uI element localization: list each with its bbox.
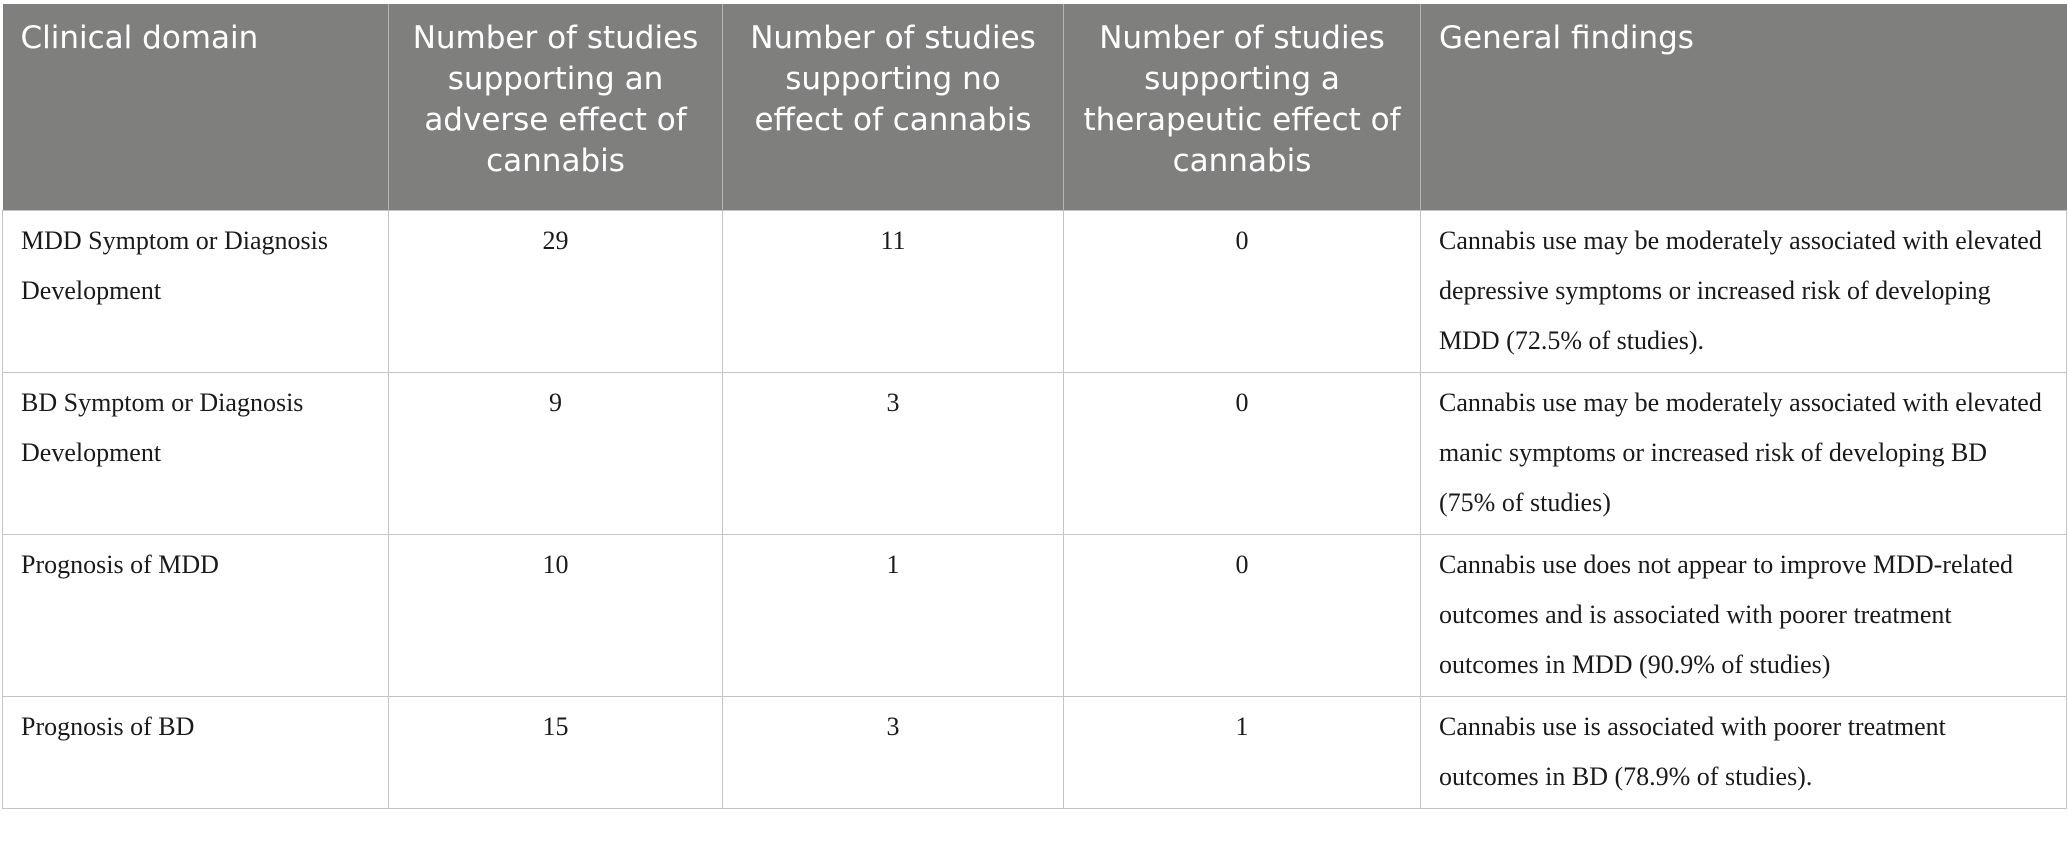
findings-table: Clinical domain Number of studies suppor… <box>2 4 2067 809</box>
cell-therapeutic-count: 0 <box>1063 533 1421 697</box>
cell-adverse-count: 10 <box>388 533 723 697</box>
header-row: Clinical domain Number of studies suppor… <box>2 4 2067 210</box>
findings-table-container: Clinical domain Number of studies suppor… <box>2 4 2067 809</box>
cell-general-findings: Cannabis use does not appear to improve … <box>1420 533 2067 697</box>
table-row: MDD Symptom or Diagnosis Development 29 … <box>2 209 2067 373</box>
header-general-findings: General findings <box>1420 4 2067 210</box>
table-row: Prognosis of BD 15 3 1 Cannabis use is a… <box>2 695 2067 809</box>
cell-adverse-count: 9 <box>388 371 723 535</box>
cell-therapeutic-count: 0 <box>1063 209 1421 373</box>
cell-clinical-domain: Prognosis of BD <box>2 695 389 809</box>
header-therapeutic-effect: Number of studies supporting a therapeut… <box>1063 4 1421 210</box>
cell-no-effect-count: 11 <box>722 209 1064 373</box>
cell-therapeutic-count: 1 <box>1063 695 1421 809</box>
cell-no-effect-count: 1 <box>722 533 1064 697</box>
header-no-effect: Number of studies supporting no effect o… <box>722 4 1064 210</box>
table-row: BD Symptom or Diagnosis Development 9 3 … <box>2 371 2067 535</box>
header-clinical-domain: Clinical domain <box>2 4 389 210</box>
cell-clinical-domain: MDD Symptom or Diagnosis Development <box>2 209 389 373</box>
table-header: Clinical domain Number of studies suppor… <box>2 4 2067 210</box>
cell-no-effect-count: 3 <box>722 695 1064 809</box>
cell-general-findings: Cannabis use may be moderately associate… <box>1420 209 2067 373</box>
cell-no-effect-count: 3 <box>722 371 1064 535</box>
cell-clinical-domain: BD Symptom or Diagnosis Development <box>2 371 389 535</box>
header-adverse-effect: Number of studies supporting an adverse … <box>388 4 723 210</box>
cell-general-findings: Cannabis use may be moderately associate… <box>1420 371 2067 535</box>
table-row: Prognosis of MDD 10 1 0 Cannabis use doe… <box>2 533 2067 697</box>
cell-general-findings: Cannabis use is associated with poorer t… <box>1420 695 2067 809</box>
table-body: MDD Symptom or Diagnosis Development 29 … <box>2 209 2067 809</box>
cell-therapeutic-count: 0 <box>1063 371 1421 535</box>
cell-adverse-count: 29 <box>388 209 723 373</box>
cell-adverse-count: 15 <box>388 695 723 809</box>
cell-clinical-domain: Prognosis of MDD <box>2 533 389 697</box>
